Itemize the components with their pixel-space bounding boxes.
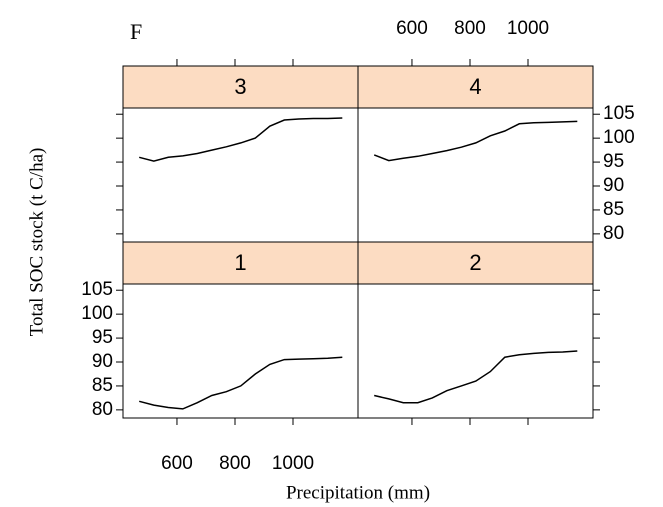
y-tick-label: 80 xyxy=(603,223,624,244)
series-line xyxy=(139,117,343,162)
x-tick-label: 600 xyxy=(161,453,193,474)
panel xyxy=(357,107,594,243)
y-tick-label: 80 xyxy=(92,399,113,420)
series-line xyxy=(374,350,578,404)
panel-label: F xyxy=(130,19,142,44)
strip-label: 4 xyxy=(469,74,481,99)
strip-label: 1 xyxy=(234,250,246,275)
y-tick-label: 85 xyxy=(92,375,113,396)
y-tick-label: 95 xyxy=(92,327,113,348)
panel xyxy=(357,283,594,419)
y-tick-label: 90 xyxy=(92,351,113,372)
x-tick-label: 1000 xyxy=(507,18,549,39)
y-tick-label: 100 xyxy=(81,303,113,324)
panel xyxy=(122,283,359,419)
series-line xyxy=(373,120,578,162)
strip-label: 3 xyxy=(234,74,246,99)
y-tick-label: 105 xyxy=(603,103,635,124)
y-tick-label: 85 xyxy=(603,199,624,220)
strip-label: 2 xyxy=(469,250,481,275)
x-tick-label: 600 xyxy=(396,18,428,39)
y-axis-label: Total SOC stock (t C/ha) xyxy=(26,148,47,337)
panel xyxy=(122,107,359,243)
strip xyxy=(357,65,594,109)
y-tick-label: 100 xyxy=(603,127,635,148)
y-tick-label: 95 xyxy=(603,151,624,172)
strip xyxy=(122,241,359,285)
x-tick-label: 1000 xyxy=(272,453,314,474)
y-tick-label: 105 xyxy=(81,279,113,300)
x-axis-label: Precipitation (mm) xyxy=(286,482,430,503)
y-tick-label: 90 xyxy=(603,175,624,196)
series-line xyxy=(139,356,343,410)
strip xyxy=(122,65,359,109)
x-tick-label: 800 xyxy=(219,453,251,474)
x-tick-label: 800 xyxy=(454,18,486,39)
